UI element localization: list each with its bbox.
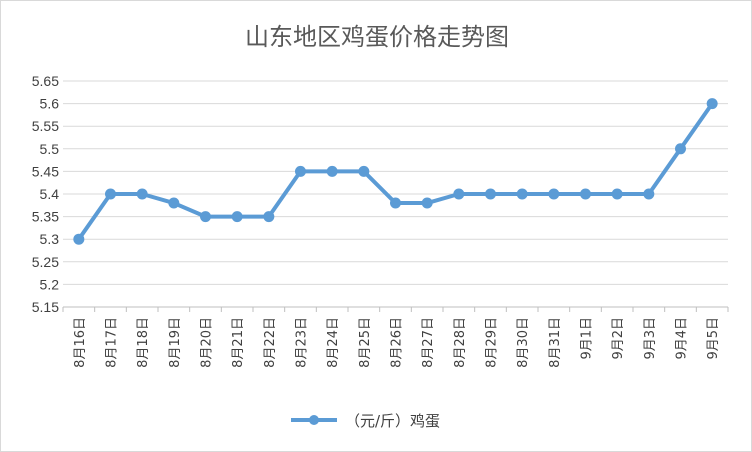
legend-marker: [309, 415, 319, 425]
x-tick-label: 8月16日: [73, 317, 88, 368]
gridlines: [63, 80, 728, 308]
data-point: [390, 197, 401, 209]
x-tick-label: 8月28日: [453, 317, 468, 368]
x-tick-label: 8月26日: [390, 317, 405, 368]
x-tick-label: 9月3日: [643, 317, 658, 360]
data-point: [358, 165, 370, 177]
y-tick-label: 5.15: [32, 299, 59, 315]
y-axis-ticks: 5.15 5.2 5.25 5.3 5.35 5.4 5.45 5.5 5.55 5.6 5.65: [32, 73, 59, 315]
data-point: [453, 188, 465, 200]
data-point: [643, 188, 655, 200]
y-tick-label: 5.55: [32, 118, 59, 134]
data-point: [548, 188, 560, 200]
x-tick-label: 9月4日: [675, 317, 690, 360]
data-point: [73, 233, 85, 245]
x-axis-ticks: 8月16日 8月17日 8月18日 8月19日 8月20日 8月21日 8月22日 8月23日…: [62, 307, 729, 368]
y-tick-label: 5.25: [32, 254, 59, 270]
x-tick-label: 8月17日: [105, 317, 120, 368]
x-tick-label: 8月27日: [421, 317, 436, 368]
x-tick-label: 9月5日: [706, 317, 721, 360]
x-tick-label: 8月19日: [168, 317, 183, 368]
data-point: [485, 188, 496, 200]
x-tick-label: 9月2日: [611, 317, 626, 360]
data-point: [580, 188, 591, 200]
data-point: [168, 197, 180, 209]
data-point: [105, 188, 116, 200]
y-tick-label: 5.6: [40, 96, 60, 112]
x-tick-label: 9月1日: [580, 317, 595, 360]
data-point: [611, 188, 623, 200]
data-point: [706, 98, 718, 110]
data-point: [516, 188, 528, 200]
x-tick-label: 8月30日: [516, 317, 531, 368]
x-tick-label: 8月29日: [485, 317, 500, 368]
y-tick-label: 5.2: [40, 276, 60, 292]
legend: （元/斤）鸡蛋: [291, 412, 440, 430]
data-point: [295, 165, 306, 177]
y-tick-label: 5.3: [40, 231, 60, 247]
data-point: [200, 211, 211, 223]
x-tick-label: 8月20日: [200, 317, 215, 368]
x-tick-label: 8月18日: [136, 317, 151, 368]
data-point: [136, 188, 148, 200]
data-point: [675, 143, 686, 155]
y-tick-label: 5.65: [32, 73, 59, 89]
data-point: [421, 197, 433, 209]
chart-title: 山东地区鸡蛋价格走势图: [245, 23, 509, 51]
x-tick-label: 8月21日: [231, 317, 246, 368]
y-tick-label: 5.5: [40, 141, 60, 157]
x-tick-label: 8月25日: [358, 317, 373, 368]
x-tick-label: 8月22日: [263, 317, 278, 368]
y-tick-label: 5.35: [32, 209, 59, 225]
legend-label: （元/斤）鸡蛋: [345, 412, 440, 430]
y-tick-label: 5.4: [40, 186, 60, 202]
x-tick-label: 8月31日: [548, 317, 563, 368]
x-tick-label: 8月23日: [295, 317, 310, 368]
data-point: [231, 211, 243, 223]
series-layer: [73, 98, 718, 245]
x-tick-label: 8月24日: [326, 317, 341, 368]
y-tick-label: 5.45: [32, 163, 59, 179]
data-point: [263, 211, 275, 223]
data-point: [326, 165, 338, 177]
